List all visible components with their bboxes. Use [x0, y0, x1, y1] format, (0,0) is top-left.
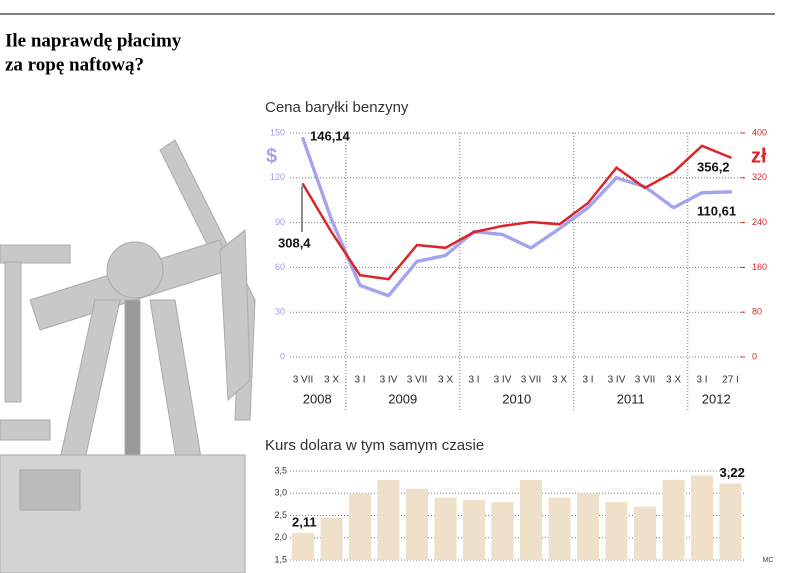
bar: [349, 493, 371, 560]
x-tick-label: 27 I: [722, 375, 739, 386]
chart-title: Cena baryłki benzyny: [265, 99, 409, 116]
bar: [377, 479, 400, 560]
bar: [292, 532, 314, 560]
title-line1: Ile naprawdę płacimy: [5, 30, 182, 51]
chart-title: Kurs dolara w tym samym czasie: [265, 437, 484, 454]
year-label: 2011: [617, 391, 645, 406]
bar: [434, 497, 457, 560]
bar: [662, 479, 685, 560]
x-tick-label: 3 I: [468, 375, 479, 386]
x-tick-label: 3 X: [666, 375, 681, 386]
x-tick-label: 3 VII: [521, 375, 542, 386]
y2-tick-label: 0: [752, 351, 757, 361]
bar: [463, 499, 485, 560]
x-tick-label: 3 VII: [407, 375, 428, 386]
bar: [577, 493, 599, 560]
x-tick-label: 3 IV: [494, 375, 512, 386]
y-tick-label: 150: [270, 127, 285, 137]
bar: [520, 479, 542, 560]
bar: [491, 502, 514, 560]
series-line: [301, 144, 732, 281]
bar: [605, 502, 628, 560]
y2-tick-label: 320: [752, 172, 767, 182]
value-label: 3,22: [720, 465, 745, 480]
value-label: 110,61: [697, 203, 736, 218]
y2-unit: zł: [751, 145, 767, 167]
y2-tick-label: 240: [752, 217, 767, 227]
bar: [406, 488, 428, 560]
x-tick-label: 3 VII: [635, 375, 656, 386]
y-tick-label: 0: [280, 351, 285, 361]
title-line2: za ropę naftową?: [5, 54, 144, 75]
x-tick-label: 3 I: [696, 375, 707, 386]
y-tick-label: 2,5: [274, 510, 287, 520]
y-tick-label: 2,0: [274, 532, 287, 542]
y-tick-label: 30: [275, 307, 285, 317]
bar: [548, 497, 571, 560]
bar: [320, 517, 343, 560]
x-tick-label: 3 IV: [608, 375, 626, 386]
bar: [691, 475, 713, 560]
year-label: 2008: [303, 391, 332, 406]
year-label: 2012: [702, 391, 731, 406]
value-label: 146,14: [310, 128, 351, 143]
x-tick-label: 3 X: [552, 375, 567, 386]
value-label: 2,11: [292, 514, 317, 529]
x-tick-label: 3 I: [582, 375, 593, 386]
bar: [634, 506, 656, 560]
y-unit: $: [266, 145, 277, 167]
y-tick-label: 1,5: [274, 554, 287, 564]
x-tick-label: 3 VII: [293, 375, 314, 386]
series-line: [301, 137, 733, 298]
y-tick-label: 60: [275, 262, 285, 272]
year-label: 2010: [502, 391, 531, 406]
value-label: 308,4: [278, 235, 311, 250]
y2-tick-label: 80: [752, 307, 762, 317]
bar: [719, 483, 742, 560]
y-tick-label: 90: [275, 217, 285, 227]
value-label: 356,2: [697, 159, 730, 174]
y2-tick-label: 160: [752, 262, 767, 272]
year-label: 2009: [388, 391, 417, 406]
y-tick-label: 120: [270, 172, 285, 182]
x-tick-label: 3 X: [324, 375, 339, 386]
oil-pump-illustration: [0, 139, 256, 573]
source: MC: [763, 557, 774, 564]
y2-tick-label: 400: [752, 127, 767, 137]
y-tick-label: 3,5: [274, 465, 287, 475]
y-tick-label: 3,0: [274, 488, 287, 498]
x-tick-label: 3 X: [438, 375, 453, 386]
x-tick-label: 3 I: [354, 375, 365, 386]
x-tick-label: 3 IV: [380, 375, 398, 386]
